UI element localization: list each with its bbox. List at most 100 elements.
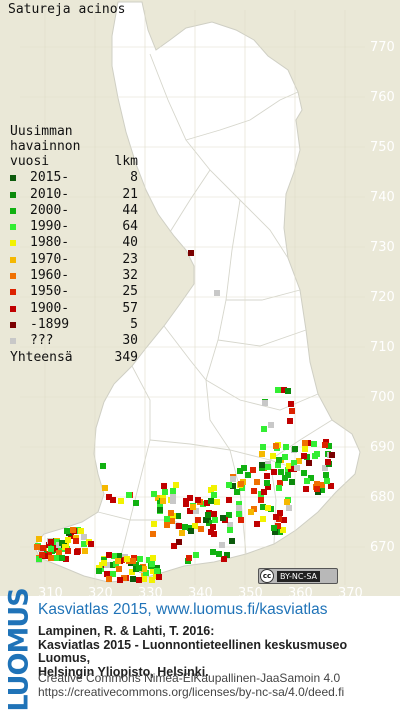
observation-square [150, 555, 156, 561]
observation-square [48, 546, 54, 552]
observation-square [149, 577, 155, 583]
legend-row-count: 30 [122, 333, 138, 349]
observation-square [208, 529, 214, 535]
observation-square [96, 568, 102, 574]
legend-row-label: 1960- [30, 268, 70, 284]
observation-square [195, 517, 201, 523]
x-tick-label: 370 [338, 586, 363, 596]
observation-square [265, 464, 271, 470]
observation-square [146, 557, 152, 563]
observation-square [227, 522, 233, 528]
observation-square [289, 408, 295, 414]
legend-swatch-icon [10, 305, 16, 312]
observation-square [130, 576, 136, 582]
observation-square [238, 481, 244, 487]
legend-row: ??? 30 [10, 333, 138, 349]
distribution-map: Satureja acinos Uusimman havainnon vuosi… [0, 0, 400, 596]
observation-square [308, 475, 314, 481]
legend-row-label: 2010- [30, 186, 70, 202]
observation-square [187, 495, 193, 501]
legend-row-count: 8 [130, 170, 138, 186]
legend-total-label: Yhteensä [10, 349, 73, 365]
observation-square [150, 568, 156, 574]
observation-square [245, 472, 251, 478]
observation-square [226, 482, 232, 488]
license-url[interactable]: https://creativecommons.org/licenses/by-… [38, 685, 345, 699]
legend-swatch-icon [10, 191, 16, 198]
observation-square [276, 485, 282, 491]
observation-square [155, 495, 161, 501]
x-tick-label: 310 [38, 586, 63, 596]
observation-square [322, 465, 328, 471]
observation-square [212, 517, 218, 523]
observation-square [311, 441, 317, 447]
license-badge-text: BY-NC-SA [277, 570, 321, 582]
observation-square [115, 558, 121, 564]
observation-square [188, 528, 194, 534]
observation-square [62, 544, 68, 550]
observation-square [329, 452, 335, 458]
observation-square [289, 479, 295, 485]
observation-square [101, 560, 107, 566]
x-tick-label: 330 [138, 586, 163, 596]
legend-row: 1980- 40 [10, 235, 138, 251]
y-tick-label: 710 [370, 340, 395, 355]
observation-square [238, 517, 244, 523]
observation-square [186, 555, 192, 561]
observation-square [236, 505, 242, 511]
observation-square [126, 492, 132, 498]
observation-square [188, 250, 194, 256]
legend-swatch-icon [10, 256, 16, 263]
observation-square [260, 516, 266, 522]
observation-square [277, 510, 283, 516]
observation-square [170, 488, 176, 494]
observation-square [182, 524, 188, 530]
observation-square [264, 473, 270, 479]
observation-square [211, 492, 217, 498]
observation-square [264, 480, 270, 486]
observation-square [224, 552, 230, 558]
observation-square [109, 562, 115, 568]
observation-square [291, 460, 297, 466]
observation-square [261, 489, 267, 495]
citation: Lampinen, R. & Lahti, T. 2016: Kasviatla… [38, 624, 400, 679]
observation-square [110, 571, 116, 577]
observation-square [210, 524, 216, 530]
observation-square [195, 497, 201, 503]
observation-square [287, 418, 293, 424]
observation-square [173, 482, 179, 488]
observation-square [260, 444, 266, 450]
observation-square [110, 497, 116, 503]
observation-square [102, 485, 108, 491]
observation-square [262, 400, 268, 406]
observation-square [278, 469, 284, 475]
legend: Uusimman havainnon vuosi lkm 2015- 8 2010-… [10, 124, 138, 366]
observation-square [282, 454, 288, 460]
observation-square [214, 290, 220, 296]
y-tick-label: 720 [370, 290, 395, 305]
observation-square [81, 534, 87, 540]
observation-square [296, 458, 302, 464]
observation-square [288, 401, 294, 407]
observation-square [88, 541, 94, 547]
observation-square [36, 536, 42, 542]
observation-square [70, 527, 76, 533]
y-tick-label: 730 [370, 240, 395, 255]
observation-square [161, 483, 167, 489]
observation-square [192, 523, 198, 529]
observation-square [268, 422, 274, 428]
observation-square [286, 505, 292, 511]
observation-square [203, 517, 209, 523]
legend-col-year: vuosi [10, 154, 50, 169]
observation-square [63, 556, 69, 562]
legend-total-count: 349 [114, 349, 138, 365]
observation-square [168, 510, 174, 516]
license-badge[interactable]: cc BY-NC-SA [258, 568, 338, 584]
observation-square [117, 577, 123, 583]
observation-square [241, 465, 247, 471]
observation-square [54, 555, 60, 561]
legend-row-count: 40 [122, 235, 138, 251]
atlas-link[interactable]: Kasviatlas 2015, www.luomus.fi/kasviatla… [38, 601, 328, 618]
observation-square [216, 551, 222, 557]
legend-row: 1900- 57 [10, 301, 138, 317]
